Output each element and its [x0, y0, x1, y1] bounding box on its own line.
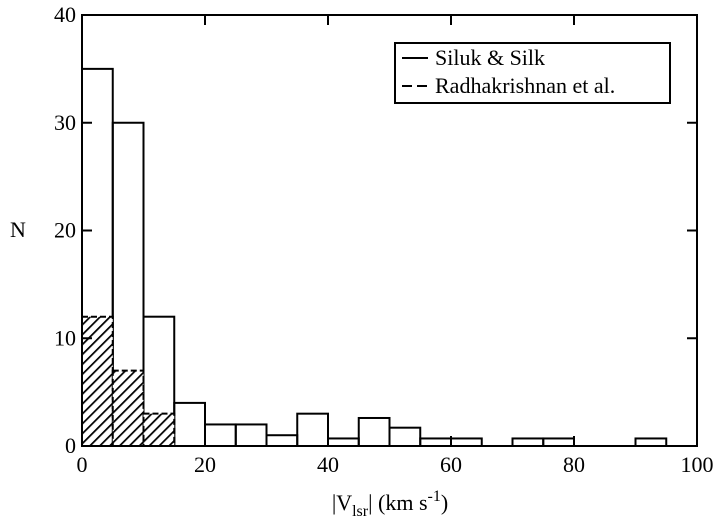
histogram-bar: [111, 369, 145, 448]
histogram-bar: [296, 412, 329, 447]
x-tick-label: 40: [317, 452, 339, 477]
histogram-bar: [419, 437, 452, 447]
y-axis-label: N: [10, 217, 26, 242]
legend-label: Siluk & Silk: [435, 45, 545, 70]
histogram-bar: [327, 437, 360, 447]
y-tick-label: 30: [54, 110, 76, 135]
histogram-bar: [388, 426, 422, 447]
x-tick-label: 60: [440, 452, 462, 477]
histogram-bar: [634, 437, 668, 447]
histogram-bar: [204, 423, 237, 448]
x-axis-label: |Vlsr| (km s-1): [332, 488, 448, 520]
histogram-bar: [542, 437, 575, 447]
x-axis-label-part: lsr: [352, 503, 369, 520]
x-axis-label-part: -1: [428, 488, 441, 505]
y-tick-label: 10: [54, 325, 76, 350]
x-axis-label-part: | (km s: [368, 490, 427, 515]
histogram-bar: [511, 437, 545, 447]
x-tick-label: 0: [77, 452, 88, 477]
histogram-bar: [234, 423, 268, 448]
legend-box: [394, 42, 671, 104]
histogram-bar: [173, 401, 206, 447]
legend-label: Radhakrishnan et al.: [435, 73, 615, 98]
x-tick-label: 20: [194, 452, 216, 477]
x-tick-label: 80: [563, 452, 585, 477]
x-tick-label: 100: [681, 452, 714, 477]
y-tick-label: 0: [65, 433, 76, 458]
histogram-bar: [81, 315, 114, 448]
y-tick-label: 20: [54, 218, 76, 243]
histogram-bar: [265, 434, 299, 448]
x-axis-label-part: |V: [332, 490, 352, 515]
x-axis-label-part: ): [441, 490, 448, 515]
histogram-bar: [357, 416, 391, 447]
y-tick-label: 40: [54, 2, 76, 27]
histogram-bar: [142, 412, 176, 447]
histogram-bar: [450, 437, 483, 447]
